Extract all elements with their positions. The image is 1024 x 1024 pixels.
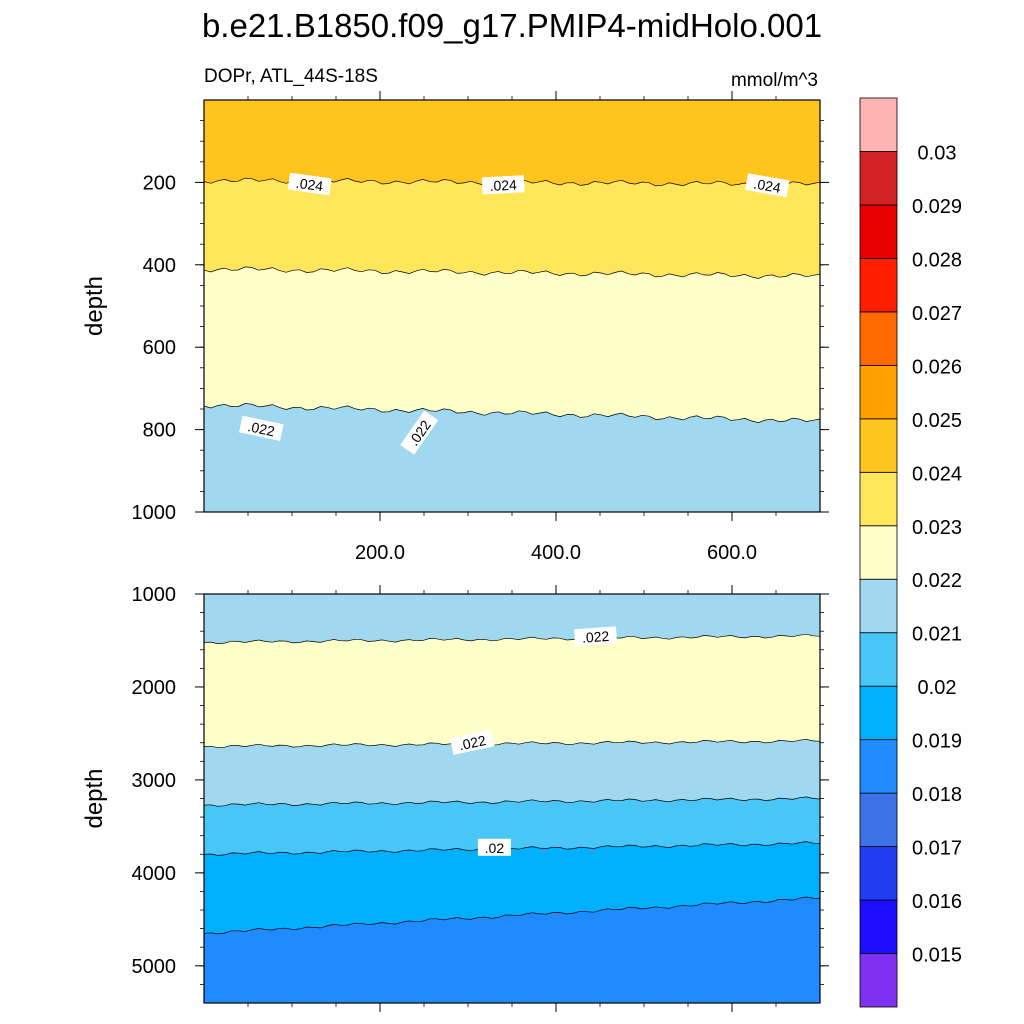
contour-label-text: .022 <box>581 628 610 646</box>
units-label: mmol/m^3 <box>731 70 818 91</box>
colorbar-swatch <box>859 151 898 206</box>
contour-label-text: .02 <box>485 840 505 856</box>
colorbar-label: 0.022 <box>912 570 962 592</box>
y-tick-label: 3000 <box>132 770 177 792</box>
contour-label-bg <box>400 410 439 455</box>
y-tick-label: 600 <box>143 337 176 359</box>
colorbar-label: 0.02 <box>918 677 957 699</box>
colorbar-swatch <box>859 578 898 634</box>
y-axis-title: depth <box>81 768 108 828</box>
contour-line <box>203 633 821 644</box>
contour-line <box>203 403 821 423</box>
colorbar-label: 0.023 <box>912 517 962 539</box>
contour-label-bg <box>574 626 618 647</box>
y-tick-label: 2000 <box>132 677 177 699</box>
colorbar-label: 0.03 <box>918 142 957 164</box>
y-tick-label: 1000 <box>132 584 177 606</box>
colorbar-swatch <box>859 204 898 259</box>
colorbar-label: 0.029 <box>912 196 962 218</box>
y-axis-title: depth <box>81 276 108 336</box>
contour-label: .022 <box>238 415 284 441</box>
colorbar-label: 0.015 <box>912 945 962 967</box>
contour-line <box>203 796 821 807</box>
contour-label-bg <box>477 838 511 856</box>
panel-lower: 1000 2000 3000 4000 5000 depth .022 .022 .02 <box>81 584 829 1012</box>
colorbar-label: 0.027 <box>912 303 962 325</box>
contour-label: .022 <box>449 729 495 755</box>
contour-line <box>203 896 821 935</box>
contour-label-text: .024 <box>295 175 324 195</box>
contour-label-bg <box>481 175 525 195</box>
contour-label-text: .024 <box>752 175 782 196</box>
colorbar-swatch <box>859 739 898 794</box>
colorbar-label: 0.016 <box>912 891 962 913</box>
colorbar-label: 0.021 <box>912 624 962 646</box>
y-tick-label: 5000 <box>132 956 177 978</box>
colorbar-swatch <box>859 792 898 847</box>
y-tick-label: 1000 <box>132 502 177 524</box>
chart-title: b.e21.B1850.f09_g17.PMIP4-midHolo.001 <box>202 7 822 44</box>
contour-band-0.022-0.023 <box>203 266 821 423</box>
colorbar-swatch <box>859 846 898 901</box>
x-tick-label: 400.0 <box>531 542 581 564</box>
contour-label: .024 <box>287 172 332 196</box>
colorbar-swatch <box>859 471 898 527</box>
contour-band-0.021-0.022 <box>203 738 821 807</box>
contour-label: .02 <box>477 838 511 856</box>
contour-label-bg <box>745 173 790 198</box>
colorbar-label: 0.025 <box>912 410 962 432</box>
contour-label-bg <box>449 729 495 755</box>
colorbar-swatch <box>859 525 898 580</box>
colorbar-swatch <box>859 258 898 313</box>
colorbar-swatch <box>859 632 898 687</box>
colorbar-swatch <box>859 899 898 954</box>
colorbar: 0.015 0.016 0.017 0.018 0.019 0.02 0.021 0.022 0… <box>859 97 962 1008</box>
contour-label: .024 <box>481 175 525 195</box>
contour-label: .022 <box>574 626 618 647</box>
y-tick-label: 400 <box>143 255 176 277</box>
contour-band-0.021-0.022 <box>203 403 821 513</box>
contour-band-0.022-0.023 <box>203 633 821 749</box>
y-tick-label: 200 <box>143 172 176 194</box>
colorbar-label: 0.017 <box>912 838 962 860</box>
colorbar-label: 0.028 <box>912 249 962 271</box>
panel-upper: 200.0 400.0 600.0 200 400 600 800 1000 depth .024… <box>81 91 829 564</box>
contour-line <box>203 738 821 749</box>
colorbar-label: 0.018 <box>912 784 962 806</box>
colorbar-label: 0.019 <box>912 731 962 753</box>
colorbar-label: 0.026 <box>912 356 962 378</box>
panels-layer: 200.0 400.0 600.02004006008001000depth.024… <box>81 91 829 1012</box>
contour-label-text: .022 <box>457 732 487 753</box>
y-tick-label: 800 <box>143 420 176 442</box>
colorbar-swatch <box>859 311 898 366</box>
colorbar-swatch <box>859 953 898 1008</box>
colorbar-swatch <box>859 97 898 152</box>
x-tick-label: 200.0 <box>355 542 405 564</box>
contour-line <box>203 841 821 856</box>
contour-line <box>203 266 821 279</box>
contour-label: .024 <box>745 173 790 198</box>
variable-region-label: DOPr, ATL_44S-18S <box>204 66 378 87</box>
contour-label-bg <box>287 172 332 196</box>
contour-label-text: .024 <box>489 177 517 194</box>
y-tick-label: 4000 <box>132 863 177 885</box>
colorbar-label: 0.024 <box>912 463 962 485</box>
contour-band-0.023-0.024 <box>203 177 821 279</box>
colorbar-swatch <box>859 364 898 420</box>
colorbar-swatch <box>859 685 898 741</box>
colorbar-swatch <box>859 418 898 473</box>
contour-label-bg <box>238 415 284 441</box>
contour-label-text: .022 <box>246 418 276 439</box>
x-tick-label: 600.0 <box>707 542 757 564</box>
